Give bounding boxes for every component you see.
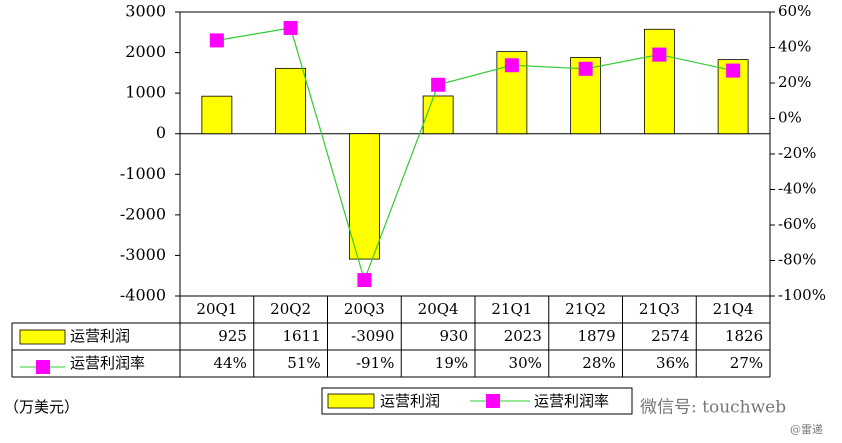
rate-marker (283, 20, 298, 35)
bar (348, 133, 380, 260)
y-tick-label: -3000 (120, 245, 166, 264)
bar (643, 28, 675, 135)
y2-tick-label: 0% (778, 109, 802, 127)
y-tick-label: -4000 (120, 286, 166, 305)
x-tick-label: 20Q3 (344, 300, 385, 318)
source-mark: @雷递 (790, 422, 823, 436)
legend-icon (327, 393, 375, 409)
rate-marker (209, 33, 224, 48)
row-icon (19, 329, 66, 345)
x-tick-label: 20Q2 (270, 300, 311, 318)
y-tick-label: 2000 (125, 42, 166, 61)
table-value: 28% (582, 354, 615, 372)
table-value: 1611 (282, 327, 320, 345)
table-value: 925 (218, 327, 247, 345)
x-tick-label: 20Q1 (196, 300, 237, 318)
y2-tick-label: 40% (778, 38, 811, 56)
table-value: 44% (214, 354, 247, 372)
bar (275, 67, 307, 135)
y-tick-label: -1000 (120, 164, 166, 183)
legend-label: 运营利润 (380, 392, 440, 410)
table-value: 36% (656, 354, 689, 372)
x-tick-label: 20Q4 (418, 300, 459, 318)
plot-border (179, 11, 771, 297)
x-tick-label: 21Q1 (491, 300, 532, 318)
rate-marker (431, 77, 446, 92)
x-tick-label: 21Q3 (639, 300, 680, 318)
rate-line (216, 27, 734, 282)
table-value: 19% (435, 354, 468, 372)
y2-tick-label: -80% (778, 251, 816, 269)
rate-marker (578, 61, 593, 76)
y-tick-label: -2000 (120, 204, 166, 223)
legend-icon (486, 394, 500, 408)
row-label: 运营利润率 (70, 354, 145, 372)
legend-label: 运营利润率 (534, 392, 609, 410)
watermark: 微信号: touchweb (640, 398, 786, 418)
rate-marker (357, 273, 372, 288)
rate-marker (504, 58, 519, 73)
bar (422, 95, 454, 135)
table-value: 2574 (651, 327, 689, 345)
table-value: 2023 (504, 327, 542, 345)
y-tick-label: 0 (156, 123, 166, 142)
y2-tick-label: -60% (778, 215, 816, 233)
y-tick-label: 3000 (125, 2, 166, 21)
table-value: -91% (356, 354, 394, 372)
table-value: 1879 (577, 327, 615, 345)
rate-marker (652, 47, 667, 62)
table-value: 930 (439, 327, 468, 345)
y2-tick-label: 20% (778, 73, 811, 91)
y2-tick-label: -40% (778, 180, 816, 198)
table-value: 27% (730, 354, 763, 372)
y2-tick-label: -100% (778, 286, 826, 304)
row-label: 运营利润 (70, 327, 130, 345)
table-value: -3090 (351, 327, 394, 345)
table-value: 1826 (725, 327, 763, 345)
unit-label: （万美元） (4, 398, 79, 416)
rate-marker (726, 63, 741, 78)
table-value: 51% (287, 354, 320, 372)
row-icon (36, 360, 50, 374)
y-tick-label: 1000 (125, 83, 166, 102)
x-tick-label: 21Q4 (713, 300, 754, 318)
bar (201, 95, 233, 135)
x-tick-label: 21Q2 (565, 300, 606, 318)
y2-tick-label: -20% (778, 144, 816, 162)
table-value: 30% (509, 354, 542, 372)
y2-tick-label: 60% (778, 2, 811, 20)
